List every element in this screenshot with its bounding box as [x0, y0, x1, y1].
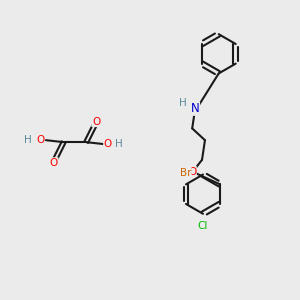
Text: H: H — [24, 135, 32, 145]
Text: Br: Br — [180, 168, 191, 178]
Text: O: O — [188, 167, 196, 177]
Text: N: N — [191, 102, 200, 115]
Text: H: H — [115, 139, 122, 149]
Text: Cl: Cl — [198, 220, 208, 231]
Text: O: O — [92, 116, 100, 127]
Text: H: H — [178, 98, 186, 108]
Text: O: O — [50, 158, 58, 168]
Text: O: O — [104, 139, 112, 149]
Text: O: O — [36, 135, 44, 145]
